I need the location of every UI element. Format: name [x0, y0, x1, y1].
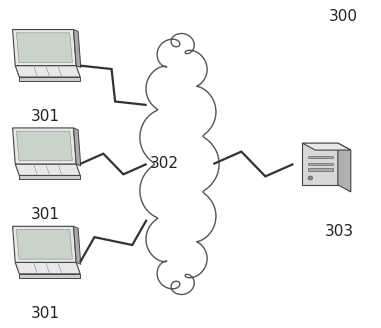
- Polygon shape: [307, 156, 333, 158]
- Polygon shape: [338, 143, 351, 192]
- Polygon shape: [13, 226, 76, 262]
- Polygon shape: [16, 230, 72, 259]
- Polygon shape: [302, 143, 338, 185]
- Polygon shape: [140, 33, 219, 295]
- Polygon shape: [16, 33, 72, 62]
- Text: 301: 301: [31, 109, 60, 124]
- Polygon shape: [19, 175, 80, 179]
- Polygon shape: [74, 128, 81, 166]
- Polygon shape: [302, 143, 351, 150]
- Text: 301: 301: [31, 207, 60, 222]
- Text: 302: 302: [149, 156, 178, 172]
- Polygon shape: [19, 274, 80, 278]
- Polygon shape: [19, 77, 80, 81]
- Polygon shape: [15, 262, 80, 274]
- Polygon shape: [15, 164, 80, 175]
- Polygon shape: [307, 163, 333, 165]
- Polygon shape: [16, 131, 72, 161]
- Polygon shape: [74, 226, 81, 264]
- Text: 303: 303: [325, 224, 354, 239]
- Polygon shape: [13, 128, 76, 164]
- Text: 301: 301: [31, 306, 60, 321]
- Text: 300: 300: [328, 9, 357, 24]
- Polygon shape: [13, 30, 76, 66]
- Polygon shape: [15, 66, 80, 77]
- Polygon shape: [74, 30, 81, 68]
- Polygon shape: [307, 169, 333, 171]
- Circle shape: [308, 176, 312, 180]
